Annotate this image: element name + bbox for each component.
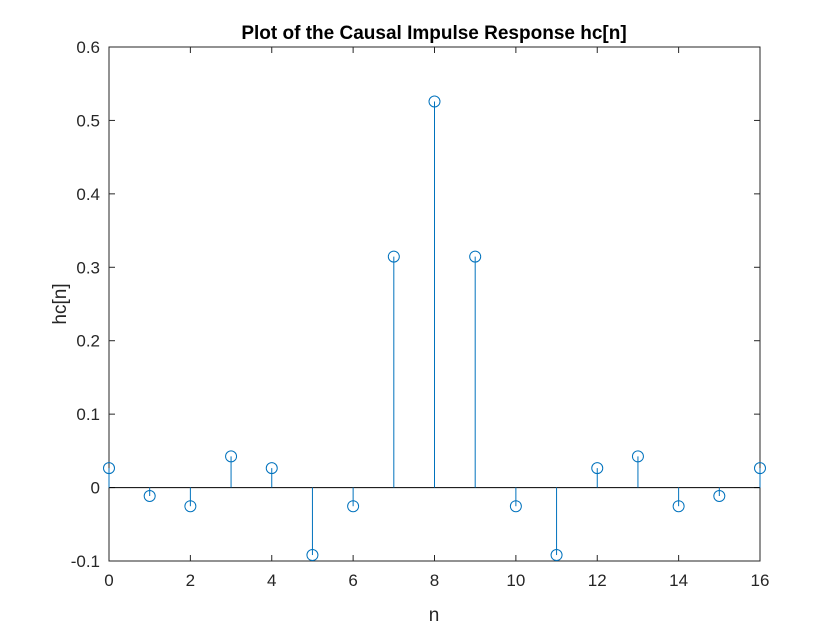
stem-marker	[387, 250, 400, 263]
y-tick-label: 0.1	[76, 405, 100, 424]
stem-marker	[672, 500, 685, 513]
stem-marker	[265, 462, 278, 475]
y-tick-label: -0.1	[71, 552, 100, 571]
x-tick-label: 12	[588, 571, 607, 590]
stem-marker	[550, 549, 563, 562]
stem-marker	[428, 95, 441, 108]
y-tick-label: 0.2	[76, 332, 100, 351]
y-tick-label: 0.4	[76, 185, 100, 204]
x-axis-label: n	[429, 605, 440, 626]
y-axis-label: hc[n]	[50, 283, 71, 324]
x-axis-ticks: 0 2 4 6 8 10 12 14 16	[104, 47, 769, 590]
stem-marker	[184, 500, 197, 513]
stem-marker	[509, 500, 522, 513]
stem-marker	[713, 490, 726, 503]
x-tick-label: 2	[186, 571, 195, 590]
chart-title: Plot of the Causal Impulse Response hc[n…	[241, 23, 626, 44]
stem-marker	[306, 549, 319, 562]
x-tick-label: 16	[751, 571, 770, 590]
stem-marker	[591, 462, 604, 475]
stem-marker	[631, 450, 644, 463]
stem-marker	[225, 450, 238, 463]
stem-marker	[754, 462, 766, 475]
stems	[108, 101, 761, 556]
stem-marker	[469, 250, 482, 263]
x-tick-label: 14	[669, 571, 688, 590]
x-tick-label: 8	[430, 571, 439, 590]
stem-marker	[347, 500, 360, 513]
x-tick-label: 0	[104, 571, 113, 590]
stem-marker	[143, 490, 156, 503]
y-tick-label: 0.3	[76, 258, 100, 277]
x-tick-label: 4	[267, 571, 276, 590]
y-tick-label: 0	[91, 479, 100, 498]
markers	[103, 95, 766, 562]
x-tick-label: 6	[348, 571, 357, 590]
y-tick-label: 0.5	[76, 111, 100, 130]
stem-marker	[103, 462, 115, 475]
x-tick-label: 10	[506, 571, 525, 590]
y-axis-ticks: -0.1 0 0.1 0.2 0.3 0.4 0.5 0.6	[71, 38, 760, 571]
y-tick-label: 0.6	[76, 38, 100, 57]
